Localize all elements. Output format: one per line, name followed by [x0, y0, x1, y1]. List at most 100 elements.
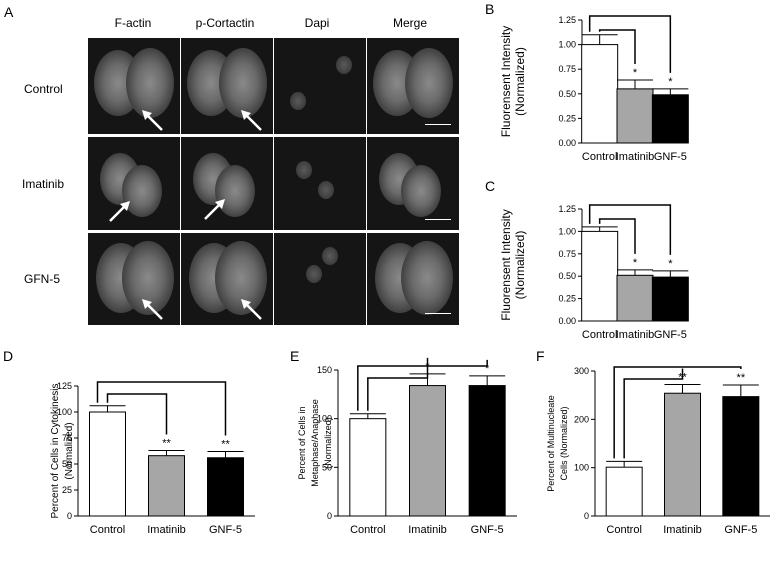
comparison-bracket-gnf5	[613, 366, 742, 459]
bar-imatinib	[148, 455, 185, 517]
micrograph-control-merge	[367, 38, 459, 134]
x-category-label: Imatinib	[616, 329, 655, 341]
row-label-gfn5: GFN-5	[24, 272, 60, 286]
arrow-icon	[241, 110, 262, 131]
y-tick-label: 0	[584, 511, 589, 521]
y-tick-label: 1.00	[558, 226, 576, 236]
panel-letter-f: F	[536, 348, 545, 364]
micrograph-imatinib-f-actin	[88, 137, 180, 230]
col-header-merge: Merge	[392, 16, 427, 30]
bar-chart-c: 0.00 0.25 0.50 0.75 1.00 1.25 Fluorensent Inte…	[499, 204, 689, 341]
significance-marker: *	[668, 76, 673, 88]
bar-control	[605, 466, 643, 517]
x-category-label: Control	[582, 329, 617, 341]
y-tick-label: 0.75	[558, 64, 576, 74]
micrograph-control-f-actin	[88, 38, 180, 134]
comparison-bracket-imatinib	[367, 357, 429, 411]
x-category-label: GNF-5	[209, 524, 242, 536]
bar-chart-e: 0 50 100 150 Percent of Cells in Metaphase/An…	[297, 357, 517, 536]
bar-control	[581, 230, 619, 322]
y-tick-label: 200	[574, 414, 589, 424]
x-category-label: Control	[350, 524, 385, 536]
col-header-dapi: Dapi	[304, 16, 330, 30]
y-axis-label: (Normalized)	[513, 231, 527, 300]
bar-control	[89, 411, 126, 517]
arrow-icon	[241, 299, 262, 320]
significance-marker: *	[485, 363, 490, 375]
row-label-imatinib: Imatinib	[22, 177, 65, 191]
y-axis-label: Percent of Cells in	[297, 406, 307, 479]
micrograph-gfn5-f-actin	[88, 233, 180, 325]
panel-letter-a: A	[4, 4, 14, 20]
x-category-label: Imatinib	[147, 524, 186, 536]
x-category-label: GNF-5	[471, 524, 504, 536]
bar-chart-b: 0.00 0.25 0.50 0.75 1.00 1.25 Fluorensent Inte…	[499, 15, 689, 163]
y-axis-label: Cells (Normalized)	[559, 406, 569, 480]
panel-letter-c: C	[485, 178, 496, 194]
comparison-bracket-imatinib	[598, 218, 636, 254]
significance-marker: *	[668, 258, 673, 270]
micrograph-control-dapi	[274, 38, 366, 134]
x-category-label: GNF-5	[724, 524, 757, 536]
scale-bar	[425, 219, 451, 220]
y-tick-label: 25	[62, 485, 72, 495]
micrograph-gfn5-p-cortactin	[181, 233, 273, 325]
y-tick-label: 0	[327, 511, 332, 521]
bar-imatinib	[616, 274, 654, 322]
y-tick-label: 100	[317, 414, 332, 424]
significance-marker: **	[162, 437, 171, 449]
y-tick-label: 0.75	[558, 249, 576, 259]
y-axis-label: Fluorensent Intensity	[499, 26, 513, 137]
x-category-label: GNF-5	[654, 151, 687, 163]
y-axis-label: (Normalized)	[323, 417, 333, 469]
bar-imatinib	[616, 88, 654, 144]
micrograph-gfn5-dapi	[274, 233, 366, 325]
bar-imatinib	[409, 385, 446, 517]
x-category-label: Control	[90, 524, 125, 536]
y-tick-label: 0.50	[558, 89, 576, 99]
micrograph-imatinib-merge	[367, 137, 459, 230]
bar-gnf-5	[207, 457, 244, 517]
y-axis-label: Percent of Multinucleate	[546, 395, 556, 492]
y-tick-label: 100	[574, 463, 589, 473]
y-tick-label: 100	[57, 407, 72, 417]
significance-marker: **	[737, 372, 746, 384]
comparison-bracket-gnf5	[96, 381, 227, 436]
y-axis-label: (Normalized)	[513, 47, 527, 116]
x-category-label: GNF-5	[654, 329, 687, 341]
y-tick-label: 1.00	[558, 40, 576, 50]
y-tick-label: 0.25	[558, 113, 576, 123]
y-tick-label: 125	[57, 381, 72, 391]
comparison-bracket-imatinib	[106, 393, 168, 435]
y-tick-label: 50	[322, 462, 332, 472]
arrow-icon	[142, 299, 163, 320]
panel-letter-e: E	[290, 348, 300, 364]
arrow-icon	[142, 110, 163, 131]
arrow-icon	[109, 201, 130, 222]
comparison-bracket-gnf5	[588, 15, 672, 73]
comparison-bracket-gnf5	[357, 359, 488, 411]
x-category-label: Imatinib	[663, 524, 702, 536]
x-category-label: Control	[582, 151, 617, 163]
bar-gnf-5	[722, 396, 760, 517]
y-tick-label: 1.25	[558, 204, 576, 214]
y-tick-label: 75	[62, 433, 72, 443]
x-category-label: Imatinib	[408, 524, 447, 536]
y-tick-label: 300	[574, 366, 589, 376]
col-header-p-cortactin: p-Cortactin	[195, 16, 255, 30]
y-tick-label: 0.25	[558, 294, 576, 304]
y-tick-label: 1.25	[558, 15, 576, 25]
panel-letter-b: B	[485, 1, 495, 17]
bar-control	[581, 44, 619, 144]
y-tick-label: 50	[62, 459, 72, 469]
comparison-bracket-imatinib	[598, 29, 636, 65]
y-tick-label: 0	[67, 511, 72, 521]
y-tick-label: 0.00	[558, 316, 576, 326]
micrograph-imatinib-p-cortactin	[181, 137, 273, 230]
arrow-icon	[204, 199, 225, 220]
y-axis-label: Fluorensent Intensity	[499, 209, 513, 320]
scale-bar	[425, 313, 451, 314]
scale-bar	[425, 124, 451, 125]
significance-marker: *	[633, 257, 638, 269]
bar-imatinib	[664, 392, 701, 517]
